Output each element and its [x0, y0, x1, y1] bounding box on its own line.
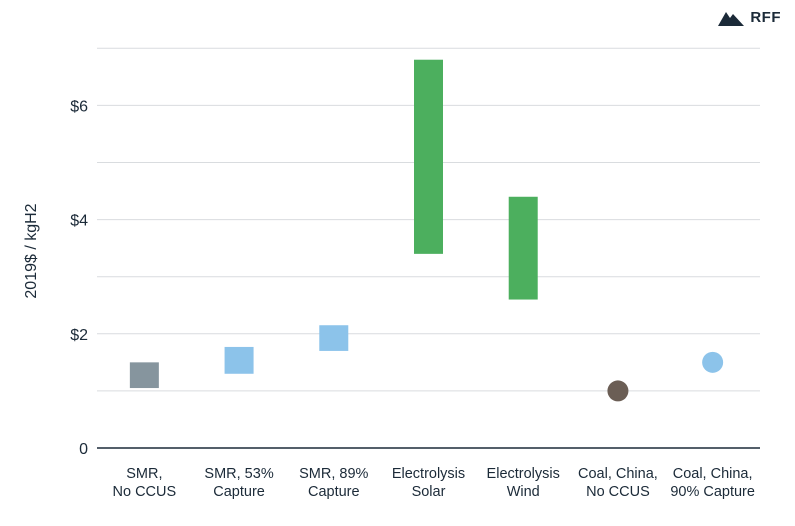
range-point — [607, 380, 629, 402]
range-bar — [224, 346, 254, 374]
y-tick-label: 0 — [79, 441, 88, 458]
range-bar — [129, 362, 159, 389]
y-tick-label: $6 — [70, 98, 88, 115]
y-tick-labels: 0 $2 $4 $6 — [70, 98, 88, 458]
category-label-line2: 90% Capture — [670, 484, 755, 500]
category-label-line2: Solar — [412, 484, 446, 500]
category-label-line1: SMR, 89% — [299, 466, 368, 482]
mountain-logo-icon — [718, 12, 745, 26]
category-label-line1: Coal, China, — [578, 466, 658, 482]
category-label-line1: SMR, 53% — [204, 466, 273, 482]
range-bar — [319, 325, 349, 351]
y-axis-label: 2019$ / kgH2 — [23, 203, 40, 298]
y-tick-label: $4 — [70, 213, 88, 230]
category-label-line2: No CCUS — [586, 484, 650, 500]
y-tick-label: $2 — [70, 327, 88, 344]
data-marks — [129, 59, 724, 402]
range-point — [702, 351, 724, 373]
range-bar — [508, 196, 538, 300]
category-labels: SMR, No CCUS SMR, 53% Capture SMR, 89% Captur… — [113, 466, 755, 500]
category-label-line2: Capture — [308, 484, 360, 500]
category-label-line2: Wind — [507, 484, 540, 500]
category-label-line1: Electrolysis — [392, 466, 465, 482]
logo-text: RFF — [750, 8, 781, 26]
category-label-line2: Capture — [213, 484, 265, 500]
category-label-line1: Coal, China, — [673, 466, 753, 482]
range-bar — [414, 59, 443, 254]
category-label-line1: SMR, — [126, 466, 162, 482]
category-label-line1: Electrolysis — [487, 466, 560, 482]
category-label-line2: No CCUS — [113, 484, 177, 500]
rff-logo: RFF — [718, 8, 781, 26]
